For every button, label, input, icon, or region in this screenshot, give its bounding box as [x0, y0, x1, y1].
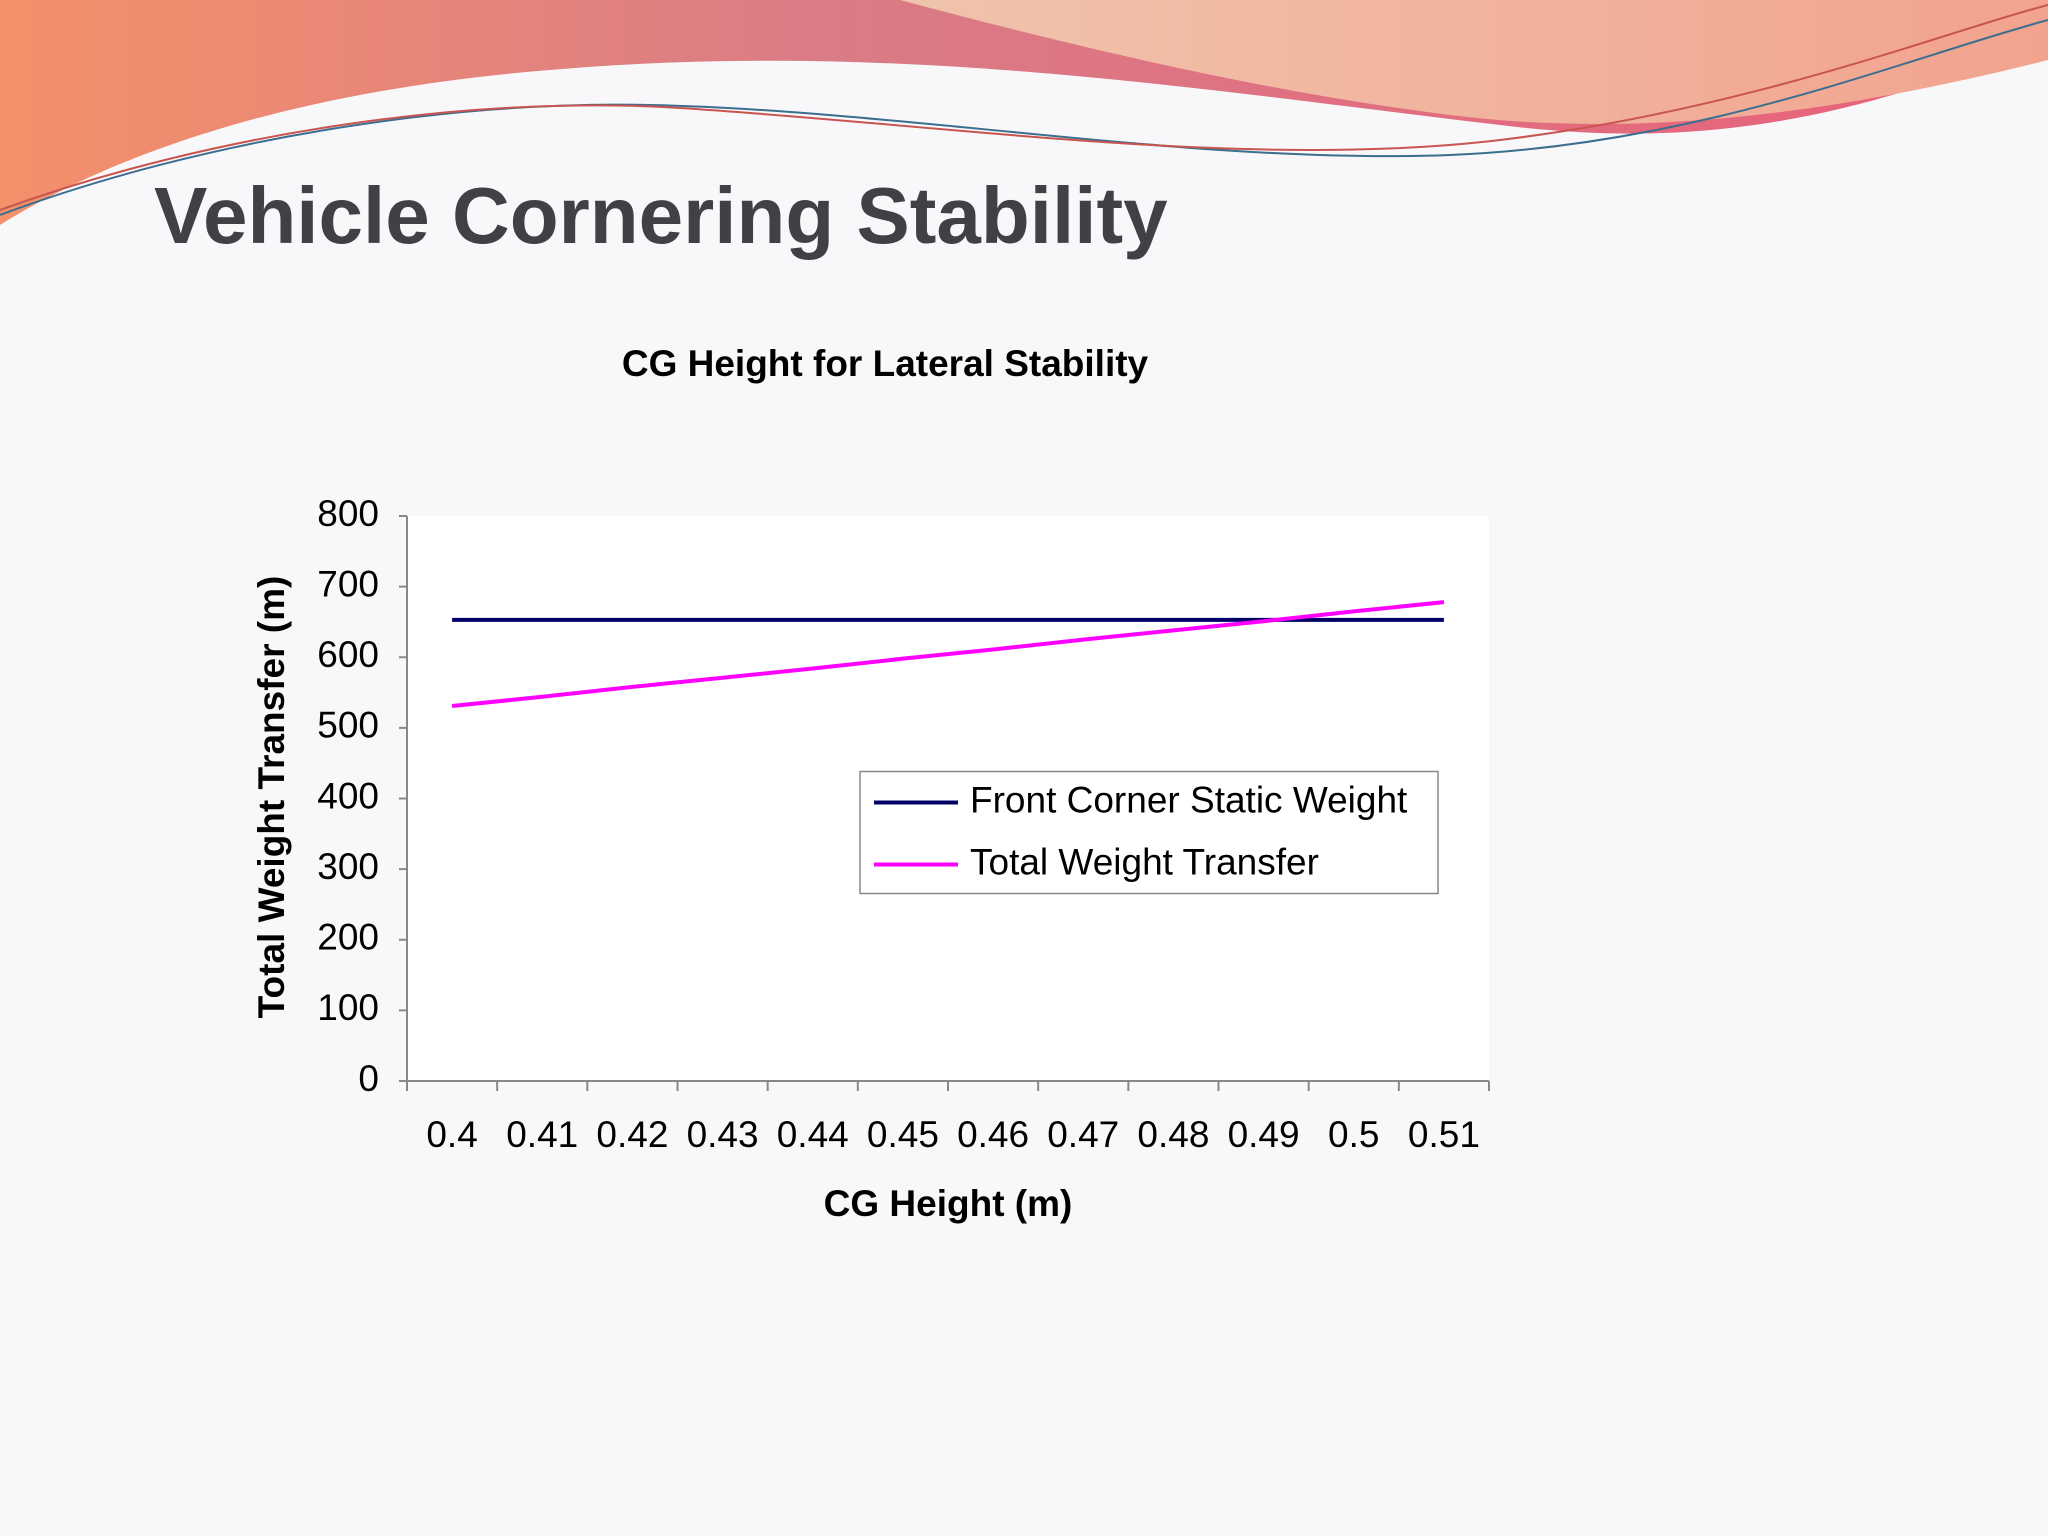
- x-tick-label: 0.47: [1047, 1114, 1119, 1155]
- y-tick-label: 300: [317, 846, 379, 887]
- y-tick-label: 400: [317, 775, 379, 816]
- y-axis-label: Total Weight Transfer (m): [251, 576, 292, 1019]
- y-tick-label: 100: [317, 987, 379, 1028]
- x-tick-label: 0.45: [867, 1114, 939, 1155]
- y-tick-label: 0: [358, 1058, 379, 1099]
- y-tick-label: 800: [317, 493, 379, 534]
- y-tick-label: 600: [317, 634, 379, 675]
- decor-line: [0, 4, 2048, 211]
- legend-label: Total Weight Transfer: [970, 841, 1319, 882]
- x-tick-label: 0.46: [957, 1114, 1029, 1155]
- legend-box: [859, 770, 1439, 895]
- series-line: [451, 600, 1445, 708]
- chart-title: CG Height for Lateral Stability: [622, 343, 1149, 384]
- decor-line: [0, 19, 2048, 216]
- x-tick-label: 0.49: [1228, 1114, 1300, 1155]
- legend-label: Front Corner Static Weight: [970, 779, 1408, 820]
- x-tick-label: 0.43: [687, 1114, 759, 1155]
- x-tick-label: 0.41: [506, 1114, 578, 1155]
- x-tick-label: 0.44: [777, 1114, 849, 1155]
- x-tick-label: 0.5: [1328, 1114, 1379, 1155]
- x-tick-label: 0.48: [1137, 1114, 1209, 1155]
- x-tick-label: 0.42: [596, 1114, 668, 1155]
- y-tick-label: 200: [317, 917, 379, 958]
- x-axis-label: CG Height (m): [824, 1183, 1073, 1224]
- decor-wave: [900, 0, 2048, 124]
- y-tick-label: 700: [317, 563, 379, 604]
- slide-title: Vehicle Cornering Stability: [154, 171, 1168, 260]
- x-tick-label: 0.51: [1408, 1114, 1480, 1155]
- y-tick-label: 500: [317, 705, 379, 746]
- x-tick-label: 0.4: [426, 1114, 477, 1155]
